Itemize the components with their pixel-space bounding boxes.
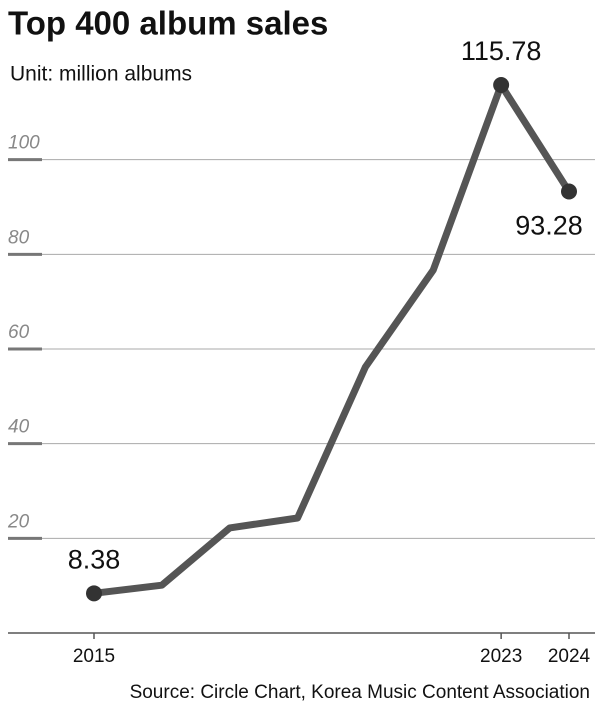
y-tick-label: 80 [8,227,30,248]
y-tick-label: 40 [8,417,30,438]
y-tick-label: 100 [8,133,40,154]
point [86,585,102,602]
line [93,81,572,597]
point [561,183,577,200]
data-label: 93.28 [515,211,583,241]
data-label: 8.38 [68,544,121,574]
y-tick-label: 60 [8,322,30,343]
chart-title: Top 400 album sales [8,5,328,42]
y-tick-label: 20 [7,511,30,532]
chart-subtitle: Unit: million albums [10,63,192,86]
x-tick-label: 2015 [73,646,115,667]
x-tick-label: 2024 [548,646,591,667]
x-tick-label: 2023 [480,646,522,667]
point [493,76,510,93]
data-label: 115.78 [461,36,542,66]
source: Source: Circle Chart, Korea Music Conten… [130,682,590,703]
